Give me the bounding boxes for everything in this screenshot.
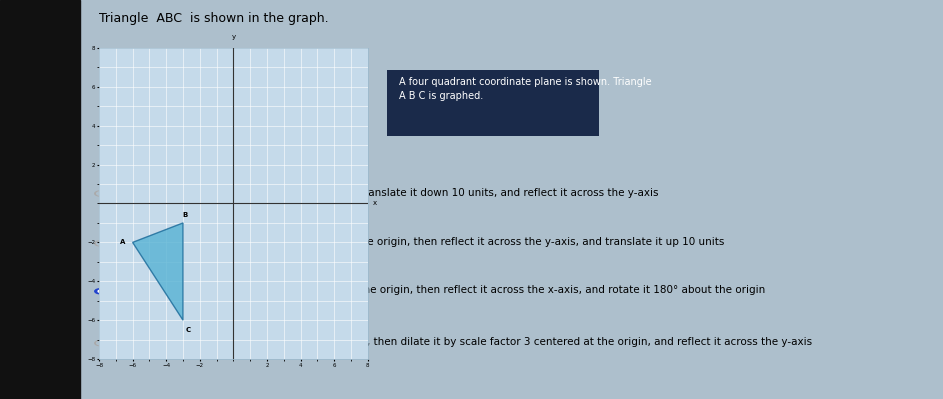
Text: x: x: [372, 200, 377, 207]
Text: First rotate △ABC 90° counterclockwise about the origin, then reflect it across : First rotate △ABC 90° counterclockwise a…: [115, 237, 724, 247]
Text: Triangle  ABC  is shown in the graph.: Triangle ABC is shown in the graph.: [99, 12, 329, 25]
Text: First rotate △ABC 90° clockwise about the origin, then dilate it by scale factor: First rotate △ABC 90° clockwise about th…: [115, 337, 812, 347]
Circle shape: [95, 289, 108, 294]
Bar: [0, 0, 80, 399]
Text: A four quadrant coordinate plane is shown. Triangle
A B C is graphed.: A four quadrant coordinate plane is show…: [399, 77, 652, 101]
Circle shape: [98, 290, 104, 292]
Text: First reflect △ABC across the line y = −8, then translate it down 10 units, and : First reflect △ABC across the line y = −…: [115, 188, 658, 198]
Circle shape: [97, 192, 106, 196]
Text: First dilate △ABC by scale factor 2 centered at the origin, then reflect it acro: First dilate △ABC by scale factor 2 cent…: [115, 285, 766, 295]
Circle shape: [97, 342, 106, 345]
FancyBboxPatch shape: [387, 70, 599, 136]
Text: A: A: [120, 239, 125, 245]
Circle shape: [95, 191, 108, 196]
Circle shape: [97, 241, 106, 245]
Text: C: C: [186, 327, 190, 333]
Text: y: y: [231, 34, 236, 40]
Text: B: B: [182, 212, 188, 218]
Circle shape: [95, 241, 108, 246]
Circle shape: [95, 340, 108, 346]
Text: Which sequence of transformatio: Which sequence of transformatio: [99, 160, 273, 170]
Polygon shape: [133, 223, 183, 320]
